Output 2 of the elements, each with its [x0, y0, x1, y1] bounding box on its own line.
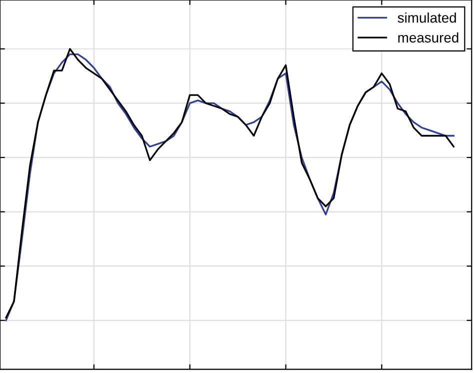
legend-label: measured	[398, 32, 458, 43]
legend-label: simulated	[398, 12, 456, 23]
